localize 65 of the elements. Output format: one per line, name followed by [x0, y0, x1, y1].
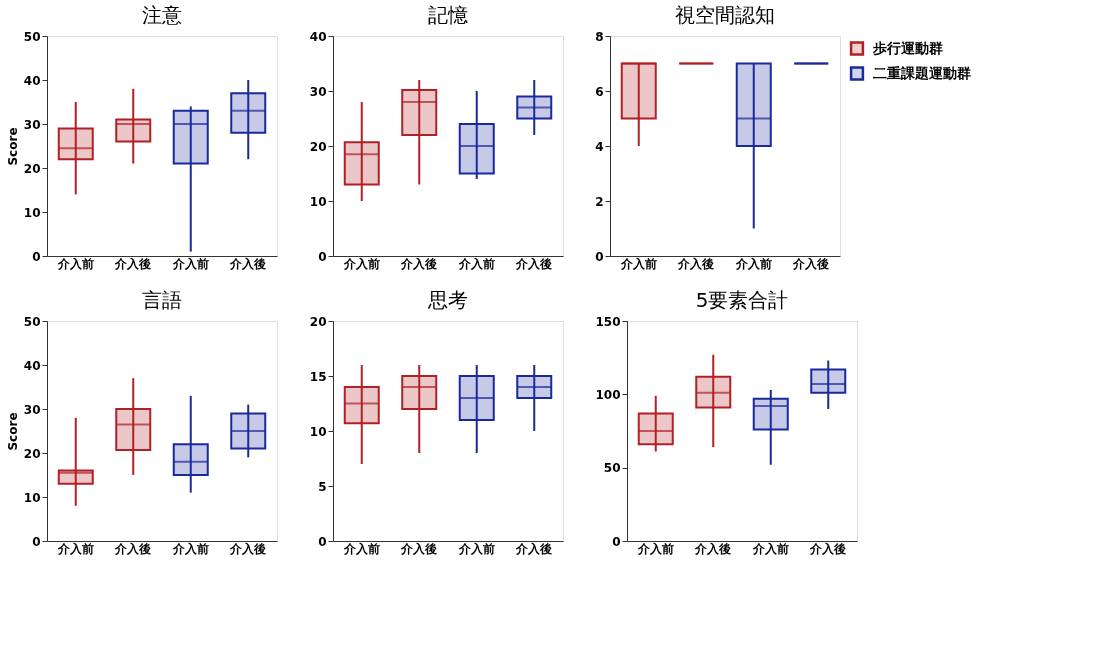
x-tick-label: 介入前 — [751, 541, 789, 556]
y-tick-label: 0 — [612, 534, 621, 549]
y-tick-label: 6 — [595, 84, 604, 99]
y-tick-label: 50 — [603, 461, 621, 476]
chart-title: 5要素合計 — [695, 288, 789, 312]
y-tick-label: 8 — [595, 29, 604, 44]
legend-label: 歩行運動群 — [872, 39, 943, 56]
y-tick-label: 0 — [595, 249, 604, 264]
y-tick-label: 40 — [23, 73, 41, 88]
y-tick-label: 40 — [23, 358, 41, 373]
x-tick-label: 介入前 — [619, 256, 657, 271]
y-axis-title: Score — [5, 412, 20, 451]
y-tick-label: 30 — [23, 117, 41, 132]
y-tick-label: 100 — [595, 387, 621, 402]
y-tick-label: 15 — [309, 369, 327, 384]
x-tick-label: 介入後 — [809, 541, 847, 556]
x-tick-label: 介入後 — [114, 541, 152, 556]
y-tick-label: 0 — [32, 534, 41, 549]
y-tick-label: 20 — [309, 314, 327, 329]
chart-title: 視空間認知 — [675, 3, 775, 27]
y-tick-label: 50 — [23, 29, 41, 44]
chart-title: 思考 — [427, 288, 468, 312]
x-tick-label: 介入後 — [400, 541, 438, 556]
y-tick-label: 0 — [32, 249, 41, 264]
legend-label: 二重課題運動群 — [873, 64, 971, 81]
x-tick-label: 介入後 — [229, 541, 267, 556]
y-tick-label: 20 — [23, 446, 41, 461]
x-tick-label: 介入後 — [677, 256, 715, 271]
y-tick-label: 10 — [23, 490, 41, 505]
x-tick-label: 介入後 — [515, 256, 553, 271]
x-tick-label: 介入前 — [56, 541, 94, 556]
y-tick-label: 150 — [595, 314, 621, 329]
x-tick-label: 介入後 — [792, 256, 830, 271]
y-tick-label: 10 — [309, 194, 327, 209]
x-tick-label: 介入前 — [342, 541, 380, 556]
x-tick-label: 介入前 — [171, 541, 209, 556]
chart-title: 記憶 — [428, 3, 468, 27]
x-tick-label: 介入後 — [114, 256, 152, 271]
x-tick-label: 介入前 — [457, 256, 495, 271]
x-tick-label: 介入前 — [171, 256, 209, 271]
x-tick-label: 介入前 — [56, 256, 94, 271]
x-tick-label: 介入後 — [515, 541, 553, 556]
y-tick-label: 20 — [23, 161, 41, 176]
x-tick-label: 介入前 — [342, 256, 380, 271]
x-tick-label: 介入後 — [400, 256, 438, 271]
x-tick-label: 介入前 — [457, 541, 495, 556]
y-tick-label: 30 — [309, 84, 327, 99]
y-tick-label: 30 — [23, 402, 41, 417]
y-tick-label: 0 — [318, 249, 327, 264]
y-tick-label: 50 — [23, 314, 41, 329]
y-tick-label: 4 — [595, 139, 604, 154]
y-tick-label: 40 — [309, 29, 327, 44]
x-tick-label: 介入前 — [636, 541, 674, 556]
y-axis-title: Score — [5, 127, 20, 166]
chart-title: 注意 — [142, 3, 182, 27]
y-tick-label: 10 — [309, 424, 327, 439]
chart-title: 言語 — [142, 288, 182, 312]
x-tick-label: 介入後 — [694, 541, 732, 556]
y-tick-label: 10 — [23, 205, 41, 220]
x-tick-label: 介入前 — [734, 256, 772, 271]
y-tick-label: 0 — [318, 534, 327, 549]
x-tick-label: 介入後 — [229, 256, 267, 271]
y-tick-label: 20 — [309, 139, 327, 154]
y-tick-label: 2 — [595, 194, 604, 209]
y-tick-label: 5 — [318, 479, 327, 494]
